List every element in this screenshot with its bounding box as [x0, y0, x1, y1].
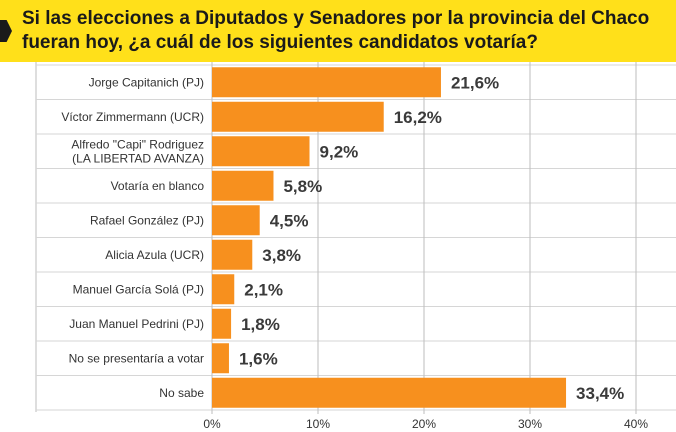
tick-label: 10%	[306, 417, 330, 431]
bar	[212, 377, 567, 408]
value-label: 9,2%	[320, 142, 359, 161]
chart-header: Si las elecciones a Diputados y Senadore…	[0, 0, 676, 62]
category-label: Juan Manuel Pedrini (PJ)	[69, 317, 204, 331]
category-label: Manuel García Solá (PJ)	[73, 282, 204, 296]
chart-title-line-2: fueran hoy, ¿a cuál de los siguientes ca…	[22, 32, 538, 53]
category-label: (LA LIBERTAD AVANZA)	[72, 151, 204, 165]
value-label: 16,2%	[394, 108, 442, 127]
bar-chart: Jorge Capitanich (PJ) 21,6% Víctor Zimmerm…	[0, 62, 676, 432]
category-label: No se presentaría a votar	[69, 351, 204, 365]
tick-label: 20%	[412, 417, 436, 431]
category-label: Víctor Zimmermann (UCR)	[61, 110, 204, 124]
value-label: 33,4%	[576, 384, 624, 403]
value-label: 5,8%	[283, 177, 322, 196]
category-label: Rafael González (PJ)	[90, 213, 204, 227]
bar	[212, 67, 441, 98]
bar	[212, 101, 384, 132]
value-label: 1,6%	[239, 349, 278, 368]
bar	[212, 308, 232, 339]
value-label: 4,5%	[270, 211, 309, 230]
chart-title: Si las elecciones a Diputados y Senadore…	[22, 7, 662, 55]
category-label: Votaría en blanco	[111, 179, 205, 193]
bar-chart-svg: Jorge Capitanich (PJ) 21,6% Víctor Zimmerm…	[35, 62, 676, 431]
value-label: 2,1%	[244, 280, 283, 299]
bar	[212, 343, 229, 374]
tick-label: 40%	[624, 417, 648, 431]
bar	[212, 136, 310, 167]
bar	[212, 205, 260, 236]
category-label: Jorge Capitanich (PJ)	[89, 75, 204, 89]
bar	[212, 239, 253, 270]
header-arrow-icon	[0, 20, 12, 42]
bar	[212, 170, 274, 201]
bar	[212, 274, 235, 305]
value-label: 21,6%	[451, 73, 499, 92]
chart-title-line-1: Si las elecciones a Diputados y Senadore…	[22, 8, 650, 29]
value-label: 3,8%	[262, 246, 301, 265]
tick-label: 0%	[203, 417, 221, 431]
category-label: No sabe	[159, 386, 204, 400]
category-label: Alicia Azula (UCR)	[105, 248, 204, 262]
category-label: Alfredo "Capi" Rodriguez	[71, 137, 204, 151]
tick-label: 30%	[518, 417, 542, 431]
value-label: 1,8%	[241, 315, 280, 334]
